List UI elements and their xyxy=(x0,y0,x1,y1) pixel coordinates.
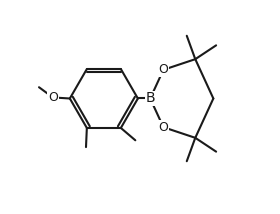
Text: O: O xyxy=(158,121,168,134)
Text: O: O xyxy=(48,91,58,104)
Text: B: B xyxy=(145,92,155,106)
Text: O: O xyxy=(158,63,168,76)
